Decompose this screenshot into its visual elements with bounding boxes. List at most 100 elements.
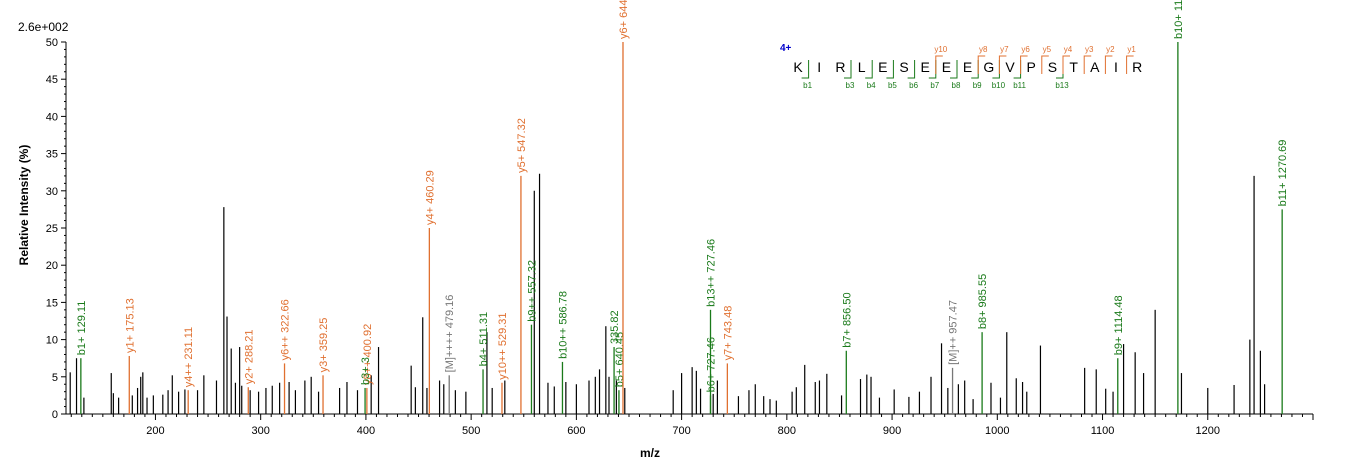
sequence-residue: L — [858, 59, 866, 75]
sequence-residue: E — [963, 59, 972, 75]
ion-peak-label: b13++ 727.46 — [706, 239, 718, 307]
ion-peak-label: b9+ 1114.48 — [1113, 295, 1125, 355]
ion-peak-label: b5+ 640.45 — [614, 332, 626, 387]
sequence-residue: K — [793, 59, 803, 75]
b-ion-bracket — [907, 60, 916, 79]
b-ion-bracket — [886, 60, 894, 79]
y-ion-bracket — [1104, 55, 1113, 74]
ion-peak-label: [M]++++ 479.16 — [444, 295, 456, 373]
y-axis: 0 5 10 15 20 25 30 35 40 45 50 — [46, 37, 67, 421]
ion-peak-label: b10++ 586.78 — [557, 291, 569, 359]
sequence-residue: G — [983, 59, 994, 75]
y-ion-bracket — [998, 55, 1007, 74]
ion-peak-label: b9++ 557.32 — [526, 260, 538, 322]
y-tick-label: 30 — [46, 186, 58, 198]
ion-peak-label: y3+ 359.25 — [318, 318, 330, 373]
b-ion-label: b8 — [952, 81, 961, 90]
x-axis-label: m/z — [640, 446, 660, 460]
x-tick-label: 700 — [672, 425, 690, 437]
b-ion-label: b1 — [803, 81, 812, 90]
b-ion-label: b9 — [973, 81, 982, 90]
sequence-residue: P — [1027, 59, 1036, 75]
ion-peak-label: 335.82 — [609, 310, 621, 344]
y-ion-bracket — [1020, 55, 1028, 74]
ion-peak-label: y1+ 175.13 — [124, 298, 136, 353]
ion-peak-label: b10+ 1171.60 — [1173, 0, 1185, 39]
x-tick-label: 400 — [357, 425, 375, 437]
y-ion-bracket — [1041, 55, 1049, 74]
b-ion-bracket — [844, 60, 852, 79]
ion-peak-label: b11+ 1270.69 — [1277, 140, 1289, 207]
y-ion-bracket — [1083, 55, 1092, 74]
x-tick-label: 900 — [883, 425, 901, 437]
ion-peak-label: b8+ 985.55 — [977, 274, 989, 329]
annotated-peaks: b1+ 129.11 y1+ 175.13 y4++ 231.11 y2+ 288.2… — [76, 0, 1289, 414]
sequence-residue: S — [1048, 59, 1057, 75]
ion-peak-label: y10++ 529.31 — [497, 312, 509, 379]
ion-peak-label: y6+ 644.3 — [618, 0, 630, 39]
ion-peak-label: y7+ 743.48 — [722, 306, 734, 361]
x-tick-label: 800 — [778, 425, 796, 437]
y-ion-label: y10 — [934, 45, 947, 54]
sequence-coverage-map: 4+K I R L E S E E E G V P S T A I Rb1 b3 b4 b5 b6 b7 b8 b9 b10 b1… — [780, 43, 1142, 90]
y-ion-bracket — [935, 55, 943, 74]
x-tick-label: 1100 — [1091, 425, 1115, 437]
ion-peak-label: b6+ 727.46 — [706, 337, 718, 392]
y-ion-label: y8 — [979, 45, 988, 54]
sequence-residue: E — [942, 59, 951, 75]
unannotated-peaks — [69, 173, 1266, 414]
b-ion-bracket — [801, 60, 810, 79]
b-ion-label: b13 — [1055, 81, 1069, 90]
intensity-scale-label: 2.6e+002 — [18, 20, 69, 34]
ion-peak-label: y6++ 322.66 — [280, 299, 292, 360]
y-tick-label: 10 — [46, 335, 58, 347]
x-tick-label: 1200 — [1196, 425, 1220, 437]
sequence-residue: E — [878, 59, 887, 75]
ion-peak-label: b3+ 3 — [360, 357, 372, 385]
b-ion-label: b6 — [909, 81, 918, 90]
y-ion-bracket — [1126, 55, 1134, 74]
b-ion-label: b7 — [930, 81, 939, 90]
y-axis-label: Relative Intensity (%) — [17, 145, 31, 266]
y-tick-label: 45 — [46, 74, 58, 86]
x-tick-label: 300 — [251, 425, 269, 437]
y-tick-label: 40 — [46, 111, 58, 123]
sequence-residue: V — [1005, 59, 1015, 75]
precursor-charge: 4+ — [780, 43, 792, 54]
y-ion-label: y1 — [1127, 45, 1136, 54]
b-ion-label: b11 — [1013, 81, 1026, 90]
ion-peak-label: y4+ 460.29 — [424, 170, 436, 225]
sequence-residue: E — [921, 59, 930, 75]
x-tick-label: 200 — [146, 425, 164, 437]
y-tick-label: 25 — [46, 223, 58, 235]
y-tick-label: 0 — [52, 409, 58, 421]
sequence-residue: T — [1069, 59, 1078, 75]
b-ion-label: b10 — [992, 81, 1006, 90]
sequence-residue: A — [1090, 59, 1100, 75]
b-ion-label: b4 — [867, 81, 876, 90]
x-tick-label: 1000 — [985, 425, 1009, 437]
y-ion-label: y2 — [1106, 45, 1115, 54]
b-ion-bracket — [950, 60, 958, 79]
x-axis: 200 300 400 500 600 700 800 900 1000 1100 1200 — [66, 413, 1314, 437]
b-ion-label: b5 — [888, 81, 897, 90]
y-ion-label: y4 — [1064, 45, 1073, 54]
y-tick-label: 50 — [46, 37, 58, 49]
x-tick-label: 600 — [567, 425, 585, 437]
y-tick-label: 35 — [46, 149, 58, 161]
sequence-residue: I — [1114, 59, 1118, 75]
ion-peak-label: y2+ 288.21 — [243, 329, 255, 384]
y-tick-label: 15 — [46, 297, 58, 309]
b-ion-bracket — [865, 60, 873, 79]
sequence-residue: S — [899, 59, 908, 75]
ion-peak-label: b4+ 511.31 — [478, 312, 490, 367]
y-tick-label: 5 — [52, 372, 58, 384]
ion-peak-label: y4++ 231.11 — [183, 327, 195, 387]
y-ion-label: y7 — [1000, 45, 1009, 54]
sequence-residue: I — [817, 59, 821, 75]
y-ion-label: y3 — [1085, 45, 1094, 54]
ion-peak-label: y8++ 400.92 — [362, 324, 374, 385]
ion-peak-label: b1+ 129.11 — [76, 301, 88, 356]
y-ion-bracket — [1062, 55, 1070, 74]
